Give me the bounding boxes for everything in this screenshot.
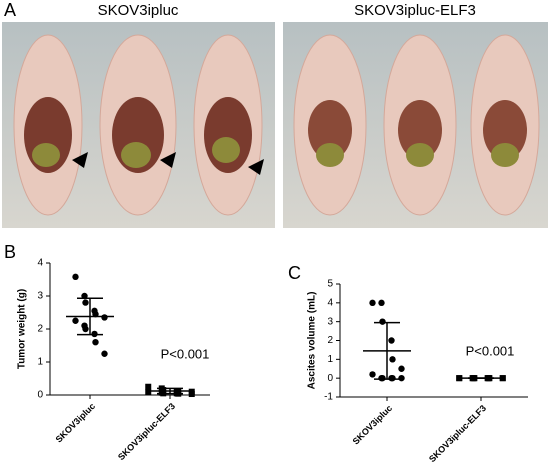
y-tick-label: 2 — [37, 324, 43, 335]
y-tick-label: 0 — [327, 373, 333, 384]
x-tick-label: SKOV3ipluc — [351, 403, 394, 446]
y-tick-label: 5 — [327, 279, 333, 290]
x-tick-label: SKOV3ipluc — [54, 401, 97, 444]
y-tick-label: 3 — [327, 316, 333, 327]
data-point — [389, 356, 396, 363]
photo — [283, 22, 548, 228]
y-axis-label: Tumor weight (g) — [17, 289, 28, 369]
photo — [2, 22, 275, 228]
data-point — [82, 299, 89, 306]
data-point — [379, 374, 386, 382]
data-point — [72, 273, 79, 281]
data-point — [82, 325, 89, 333]
x-tick-label: SKOV3ipluc-ELF3 — [116, 401, 177, 462]
data-point — [72, 317, 79, 324]
data-point — [398, 374, 405, 382]
x-tick-label: SKOV3ipluc-ELF3 — [427, 403, 488, 464]
panel-label: B — [4, 242, 16, 262]
y-tick-label: -1 — [324, 392, 333, 403]
annotation: P<0.001 — [466, 343, 515, 358]
y-tick-label: 1 — [37, 357, 43, 368]
data-point — [101, 314, 108, 321]
photo-title: SKOV3ipluc-ELF3 — [354, 2, 476, 19]
data-point — [378, 299, 385, 307]
data-point — [145, 389, 152, 396]
data-point — [145, 383, 152, 390]
y-axis-label: Ascites volume (mL) — [307, 292, 318, 390]
data-point — [389, 374, 396, 382]
y-tick-label: 1 — [327, 354, 333, 365]
photo-title: SKOV3ipluc — [98, 2, 179, 19]
data-point — [188, 391, 195, 398]
panel-label: A — [4, 0, 16, 20]
data-point — [369, 371, 376, 378]
data-point — [101, 350, 108, 357]
data-point — [369, 299, 376, 307]
data-point — [379, 318, 386, 325]
y-tick-label: 0 — [37, 390, 43, 401]
annotation: P<0.001 — [161, 346, 210, 361]
panel-label: C — [288, 263, 301, 283]
data-point — [398, 365, 405, 372]
data-point — [92, 339, 99, 346]
data-point — [388, 337, 395, 344]
y-tick-label: 4 — [327, 297, 333, 308]
y-tick-label: 2 — [327, 335, 333, 346]
y-tick-label: 3 — [37, 291, 43, 302]
y-tick-label: 4 — [37, 258, 43, 269]
